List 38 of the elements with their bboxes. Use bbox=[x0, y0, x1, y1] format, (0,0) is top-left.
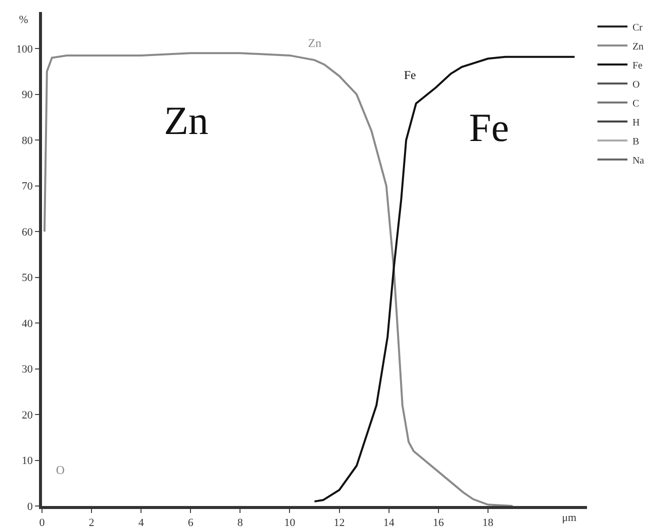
x-tick-label: 12 bbox=[334, 517, 345, 530]
annotation: O bbox=[56, 463, 65, 477]
x-axis-title: μm bbox=[562, 512, 577, 524]
legend-label: C bbox=[632, 98, 640, 110]
legend-label: Zn bbox=[632, 41, 644, 52]
line-series bbox=[314, 56, 576, 502]
annotation: Fe bbox=[404, 68, 416, 82]
x-tick-label: 18 bbox=[482, 517, 494, 530]
x-tick-label: 0 bbox=[39, 517, 46, 530]
y-tick-label: 70 bbox=[22, 180, 34, 193]
y-tick-label: 60 bbox=[22, 226, 34, 238]
y-tick-label: 0 bbox=[27, 500, 34, 513]
annotation: Zn bbox=[164, 98, 208, 143]
legend-label: O bbox=[632, 79, 640, 90]
x-tick-label: 4 bbox=[138, 517, 144, 530]
x-tick-label: 10 bbox=[284, 517, 296, 530]
legend-label: H bbox=[632, 117, 640, 128]
annotation: Fe bbox=[469, 105, 509, 150]
legend-label: Cr bbox=[632, 22, 644, 34]
x-tick-label: 6 bbox=[188, 517, 194, 530]
y-axis-title: % bbox=[19, 14, 28, 26]
x-tick-label: 2 bbox=[88, 517, 94, 530]
y-tick-label: 80 bbox=[22, 134, 34, 147]
y-tick-label: 90 bbox=[22, 89, 34, 102]
y-tick-label: 100 bbox=[16, 43, 34, 56]
y-tick-label: 20 bbox=[22, 409, 34, 422]
x-tick-label: 14 bbox=[383, 517, 395, 530]
y-tick-label: 40 bbox=[22, 318, 34, 330]
legend-label: B bbox=[632, 136, 640, 148]
legend-label: Na bbox=[632, 155, 645, 166]
y-tick-label: 10 bbox=[22, 455, 34, 468]
x-tick-label: 8 bbox=[237, 517, 244, 530]
legend-label: Fe bbox=[632, 60, 644, 72]
y-tick-label: 50 bbox=[22, 272, 34, 284]
annotation: Zn bbox=[308, 36, 322, 50]
x-tick-label: 16 bbox=[432, 517, 444, 530]
y-tick-label: 30 bbox=[22, 364, 34, 376]
line-series bbox=[43, 52, 514, 506]
